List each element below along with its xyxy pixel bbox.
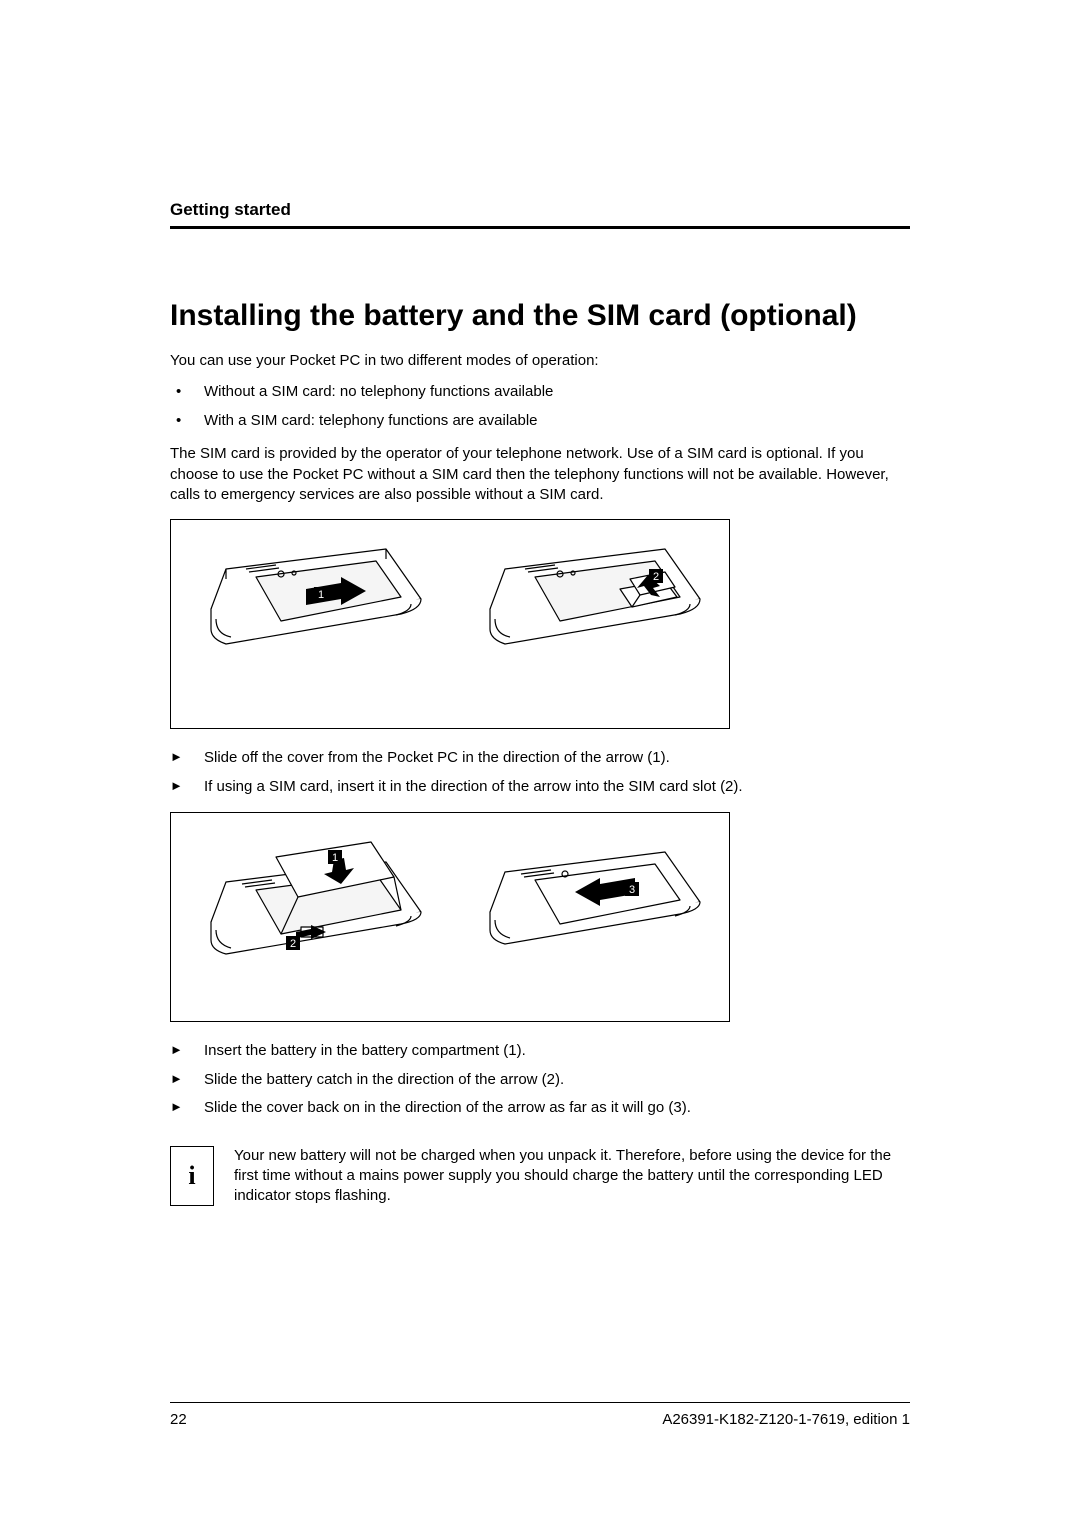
sim-info-paragraph: The SIM card is provided by the operator… bbox=[170, 444, 910, 505]
svg-text:2: 2 bbox=[652, 571, 658, 583]
info-text: Your new battery will not be charged whe… bbox=[214, 1146, 910, 1207]
svg-text:2: 2 bbox=[289, 938, 295, 950]
operation-modes-list: Without a SIM card: no telephony functio… bbox=[170, 381, 910, 432]
manual-page: Getting started Installing the battery a… bbox=[0, 0, 1080, 1528]
intro-paragraph: You can use your Pocket PC in two differ… bbox=[170, 351, 910, 371]
info-icon: i bbox=[170, 1146, 214, 1207]
list-item: With a SIM card: telephony functions are… bbox=[170, 410, 910, 433]
page-number: 22 bbox=[170, 1411, 187, 1428]
page-title: Installing the battery and the SIM card … bbox=[170, 299, 910, 333]
svg-text:3: 3 bbox=[628, 884, 634, 896]
step-item: Insert the battery in the battery compar… bbox=[170, 1040, 910, 1063]
svg-text:1: 1 bbox=[331, 852, 337, 864]
page-footer: 22 A26391-K182-Z120-1-7619, edition 1 bbox=[170, 1402, 910, 1428]
step-item: Slide the cover back on in the direction… bbox=[170, 1097, 910, 1120]
device-illustration-left: 1 bbox=[186, 539, 436, 709]
steps-list-b: Insert the battery in the battery compar… bbox=[170, 1040, 910, 1120]
list-item: Without a SIM card: no telephony functio… bbox=[170, 381, 910, 404]
svg-text:1: 1 bbox=[317, 589, 323, 601]
device-illustration-battery: 1 2 bbox=[186, 832, 436, 1002]
step-item: Slide the battery catch in the direction… bbox=[170, 1069, 910, 1092]
step-item: If using a SIM card, insert it in the di… bbox=[170, 776, 910, 799]
section-header: Getting started bbox=[170, 200, 910, 229]
device-illustration-right: 2 bbox=[465, 539, 715, 709]
figure-battery-cover: 1 2 bbox=[170, 812, 730, 1022]
device-illustration-cover-back: 3 bbox=[465, 832, 715, 1002]
doc-id: A26391-K182-Z120-1-7619, edition 1 bbox=[662, 1411, 910, 1428]
info-note: i Your new battery will not be charged w… bbox=[170, 1146, 910, 1207]
steps-list-a: Slide off the cover from the Pocket PC i… bbox=[170, 747, 910, 798]
figure-sim-cover: 1 bbox=[170, 519, 730, 729]
step-item: Slide off the cover from the Pocket PC i… bbox=[170, 747, 910, 770]
